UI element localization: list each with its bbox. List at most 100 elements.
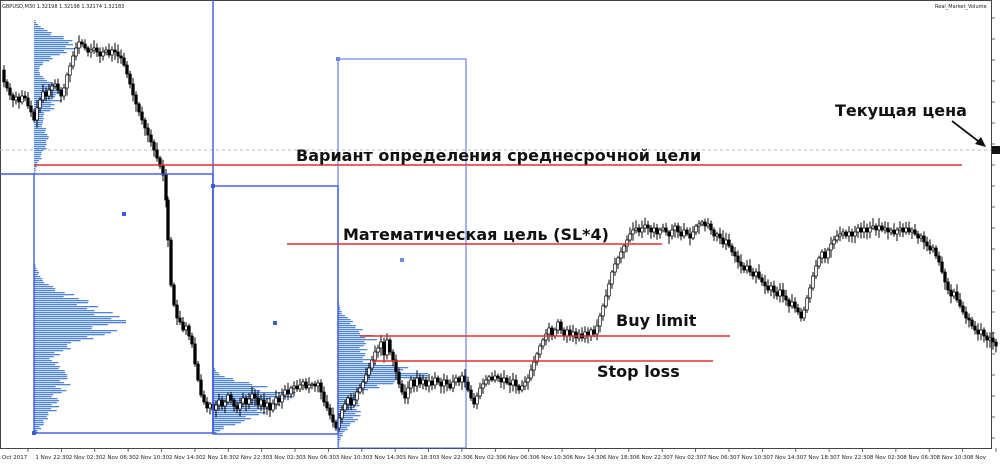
profile-bar-2 — [34, 266, 36, 268]
candle-body — [529, 369, 533, 379]
profile-bar-1 — [34, 130, 46, 132]
profile-bar-2 — [34, 418, 48, 420]
candle-body — [931, 247, 935, 251]
candle-body — [172, 284, 176, 306]
candle-body — [307, 384, 311, 389]
profile-bar-1 — [34, 140, 47, 142]
candle-body — [460, 375, 464, 383]
profile-bar-3 — [213, 420, 245, 422]
candle-body — [496, 375, 500, 379]
profile-bar-1 — [34, 36, 64, 38]
candle-body — [709, 223, 713, 231]
profile-bar-4 — [338, 417, 353, 419]
candle-body — [751, 271, 755, 277]
profile-bar-1 — [34, 172, 36, 174]
profile-bar-2 — [34, 430, 38, 432]
time-label: 3 Nov 18:30 — [403, 455, 437, 461]
profile-bar-3 — [213, 378, 233, 380]
profile-bar-1 — [34, 162, 38, 164]
candle-body — [826, 249, 830, 259]
candle-body — [56, 83, 60, 91]
profile-bar-1 — [34, 66, 40, 68]
profile-bar-1 — [34, 124, 43, 126]
range-box-3[interactable] — [337, 58, 467, 449]
candle-body — [499, 377, 503, 383]
candle-body — [955, 291, 959, 301]
candle-body — [421, 379, 425, 385]
candle-body — [823, 251, 827, 259]
candle-body — [196, 363, 200, 381]
candle-body — [391, 351, 395, 361]
candle-body — [892, 229, 896, 235]
profile-bar-1 — [34, 78, 45, 80]
candle-body — [331, 414, 335, 423]
time-label: 7 Nov 18:30 — [803, 455, 837, 461]
time-axis: Oct 2017 1 Nov 22:30 2 Nov 02:30 2 Nov 06:3… — [2, 448, 997, 461]
profile-bar-2 — [34, 338, 94, 340]
profile-bar-2 — [34, 316, 120, 318]
candle-body — [232, 399, 236, 407]
candle-body — [343, 403, 347, 411]
candle-body — [349, 397, 353, 406]
time-label: 2 Nov 14:30 — [169, 455, 203, 461]
candle-body — [937, 255, 941, 263]
candle-body — [661, 227, 665, 231]
candle-body — [334, 421, 338, 429]
profile-bar-3 — [213, 416, 246, 418]
profile-bar-2 — [34, 354, 60, 356]
profile-bar-4 — [338, 325, 356, 327]
candle-body — [547, 327, 551, 335]
profile-bar-3 — [213, 430, 221, 432]
profile-bar-1 — [34, 158, 42, 160]
candle-body — [601, 305, 605, 317]
candle-body — [379, 341, 383, 349]
profile-bar-4 — [338, 309, 341, 311]
candle-body — [967, 317, 971, 321]
time-label: 1 Nov 22:30 — [35, 455, 69, 461]
candle-body — [71, 55, 75, 67]
time-label: 6 Nov 02:30 — [469, 455, 503, 461]
candle-body — [538, 345, 542, 355]
profile-bar-2 — [34, 282, 45, 284]
profile-bar-1 — [34, 150, 43, 152]
candle-body — [514, 379, 518, 387]
candle-body — [691, 231, 695, 239]
candle-body — [592, 329, 596, 335]
candle-body — [484, 379, 488, 385]
profile-bar-1 — [34, 112, 45, 114]
profile-bar-4 — [338, 353, 366, 355]
candle-body — [86, 47, 90, 53]
profile-bar-3 — [213, 422, 241, 424]
candle-body — [706, 223, 710, 227]
time-label: 6 Nov 06:30 — [503, 455, 537, 461]
candle-body — [358, 387, 362, 393]
candle-body — [760, 277, 764, 283]
candle-body — [370, 359, 374, 369]
candle-body — [880, 225, 884, 231]
profile-bar-4 — [338, 413, 356, 415]
candle-body — [658, 229, 662, 235]
candle-body — [104, 49, 108, 53]
profile-bar-4 — [338, 339, 377, 341]
candle-body — [640, 227, 644, 233]
candle-body — [101, 51, 105, 57]
profile-bar-1 — [34, 64, 43, 66]
profile-bar-1 — [34, 170, 36, 172]
profile-bar-2 — [34, 320, 126, 322]
candle-body — [457, 377, 461, 383]
time-label: 8 Nov 10:30 — [937, 455, 971, 461]
profile-bar-2 — [34, 372, 66, 374]
candle-body — [131, 83, 135, 96]
profile-bar-2 — [34, 280, 43, 282]
candle-body — [53, 83, 57, 87]
profile-bar-4 — [338, 397, 356, 399]
profile-bar-4 — [338, 305, 340, 307]
candle-body — [187, 325, 191, 337]
profile-bar-2 — [34, 398, 58, 400]
candle-body — [970, 319, 974, 327]
candle-body — [454, 377, 458, 383]
profile-bar-4 — [338, 429, 348, 431]
profile-bar-2 — [34, 388, 62, 390]
candle-body — [787, 299, 791, 307]
